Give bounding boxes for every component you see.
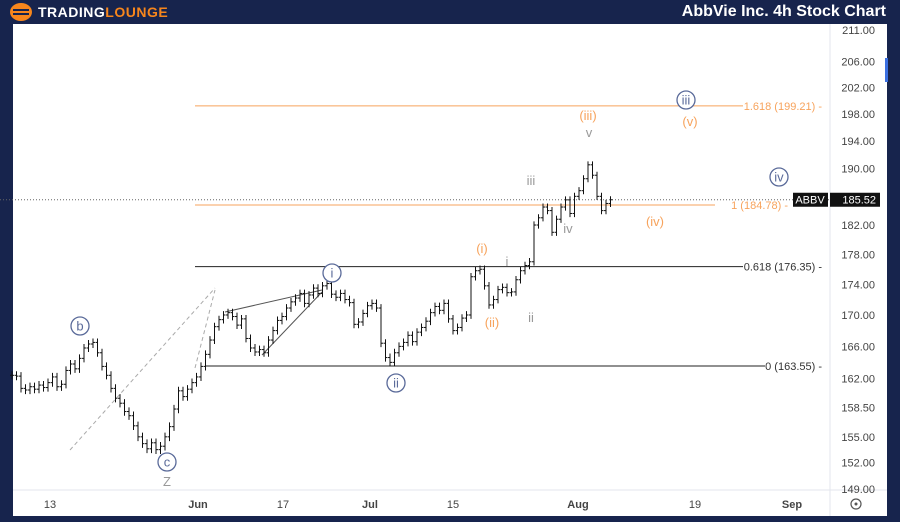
scrollbar-thumb[interactable] [885, 58, 888, 82]
tradinglounge-logo: TRADINGLOUNGE [10, 3, 168, 21]
wave-circle [769, 167, 789, 187]
price-tick: 211.00 [842, 25, 875, 37]
gear-icon[interactable] [850, 498, 862, 510]
symbol-tag [793, 192, 828, 207]
wave-label-orange: (ii) [485, 315, 499, 330]
price-tick: 166.00 [841, 341, 875, 353]
wave-label-circled: i [331, 266, 334, 281]
price-tick: 174.00 [841, 279, 875, 291]
time-tick: 15 [447, 499, 459, 511]
wave-circle [157, 452, 177, 472]
time-tick: 17 [277, 499, 289, 511]
wave-label-orange: (i) [476, 241, 488, 256]
wave-label-gray: iv [563, 221, 573, 236]
logo-icon [10, 3, 32, 21]
price-tick: 190.00 [841, 163, 875, 175]
wave-label-orange: (iv) [646, 214, 664, 229]
price-tick: 198.00 [841, 109, 875, 121]
dashed-trendline [69, 287, 216, 451]
wave-label-gray: i [506, 254, 509, 269]
chart-title: AbbVie Inc. 4h Stock Chart [681, 3, 886, 20]
price-tick: 202.00 [841, 82, 875, 94]
last-price-tag [830, 192, 880, 207]
wave-label-circled: b [76, 319, 83, 334]
wedge-upper-line [224, 289, 323, 313]
wave-label-gray: Z [163, 474, 171, 489]
fib-label: 1 (184.78) - [731, 200, 788, 212]
wave-label-circled: iii [682, 93, 691, 108]
price-tick: 155.00 [841, 432, 875, 444]
wave-circle [70, 316, 90, 336]
wave-label-gray: ii [528, 310, 534, 325]
wave-label-orange: (v) [682, 114, 697, 129]
price-tick: 152.00 [841, 458, 875, 470]
wave-label-circled: ii [393, 376, 399, 391]
wave-circle [676, 90, 696, 110]
wave-circle [322, 263, 342, 283]
wave-label-gray: v [586, 125, 593, 140]
fib-label: 0 (163.55) - [765, 361, 822, 373]
time-tick: Jun [188, 499, 208, 511]
fib-label: 0.618 (176.35) - [744, 262, 823, 274]
price-tick: 158.50 [841, 402, 875, 414]
time-tick: Jul [362, 499, 378, 511]
price-tick: 206.00 [841, 57, 875, 69]
time-tick: Aug [567, 499, 588, 511]
wave-label-orange: (iii) [579, 108, 596, 123]
price-tick: 170.00 [841, 310, 875, 322]
wave-label-circled: iv [774, 170, 784, 185]
logo-text: TRADINGLOUNGE [38, 4, 169, 20]
header: TRADINGLOUNGE AbbVie Inc. 4h Stock Chart [0, 0, 900, 24]
time-tick: 13 [44, 499, 56, 511]
gear-icon-center [854, 502, 858, 506]
price-tick: 194.00 [841, 136, 875, 148]
time-tick: Sep [782, 499, 802, 511]
wave-label-gray: iii [527, 173, 536, 188]
wave-circle [386, 373, 406, 393]
price-tick: 162.00 [841, 374, 875, 386]
price-tick: 149.00 [841, 484, 875, 496]
fib-label: 1.618 (199.21) - [744, 101, 823, 113]
symbol-tag-text: ABBV [795, 195, 825, 207]
wave-label-circled: c [164, 455, 171, 470]
price-tick: 182.00 [841, 220, 875, 232]
time-tick: 19 [689, 499, 701, 511]
last-price-text: 185.52 [842, 195, 876, 207]
price-tick: 178.00 [841, 249, 875, 261]
wedge-lower-line [261, 291, 323, 356]
